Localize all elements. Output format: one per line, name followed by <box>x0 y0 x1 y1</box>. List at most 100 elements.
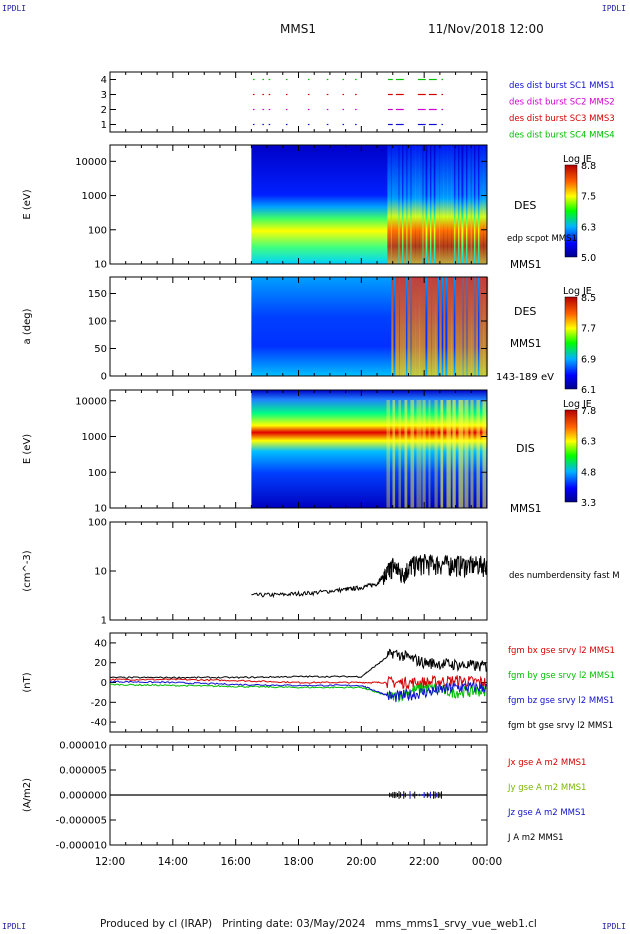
heatmap-streak-des-energy <box>263 145 268 264</box>
heatmap-streak-des-pitch <box>359 277 362 376</box>
heatmap-streak-des-pitch <box>455 277 460 376</box>
heatmap-streak-des-energy <box>359 145 362 264</box>
y-tick-label-fgm: -40 <box>91 718 107 729</box>
heatmap-streak-des-pitch <box>435 277 438 376</box>
heatmap-streak-dis-energy <box>428 400 431 508</box>
heatmap-streak-des-energy <box>403 145 407 264</box>
heatmap-streak-des-pitch <box>371 277 374 376</box>
colorbar-tick-dis-energy: 7.8 <box>581 406 596 417</box>
heatmap-streak-dis-energy <box>446 400 451 508</box>
heatmap-streak-des-pitch <box>451 277 454 376</box>
heatmap-streak-des-energy <box>307 145 313 264</box>
heatmap-streak-des-energy <box>483 145 487 264</box>
heatmap-streak-des-pitch <box>283 277 288 376</box>
colorbar-tick-des-pitch: 7.7 <box>581 324 596 335</box>
heatmap-streak-des-pitch <box>375 277 378 376</box>
heatmap-streak-des-pitch <box>255 277 261 376</box>
heatmap-streak-des-pitch <box>399 277 404 376</box>
panel-label-scpot: edp scpot MMS1 <box>507 234 577 244</box>
heatmap-streak-des-pitch <box>419 277 424 376</box>
heatmap-streak-des-pitch <box>439 277 442 376</box>
y-tick-label-des-pitch: 50 <box>94 344 107 355</box>
panel-label-energy-range: 143-189 eV <box>496 372 554 383</box>
heatmap-streak-des-energy <box>363 145 367 264</box>
y-tick-label-dis-energy: 10 <box>94 504 107 515</box>
y-tick-label-des-pitch: 100 <box>88 317 107 328</box>
x-tick-label: 00:00 <box>472 856 502 868</box>
x-tick-label: 14:00 <box>158 856 188 868</box>
heatmap-streak-des-pitch <box>467 277 472 376</box>
heatmap-streak-des-energy <box>303 145 308 264</box>
legend-entry-fgm: fgm by gse srvy l2 MMS1 <box>508 671 615 681</box>
heatmap-streak-dis-energy <box>482 400 487 508</box>
heatmap-streak-des-energy <box>455 145 459 264</box>
y-tick-label-des-energy: 100 <box>88 225 107 236</box>
heatmap-streak-des-pitch <box>311 277 315 376</box>
x-tick-label: 22:00 <box>409 856 439 868</box>
heatmap-streak-des-energy <box>463 145 467 264</box>
heatmap-streak-dis-energy <box>434 400 438 508</box>
heatmap-streak-des-pitch <box>355 277 358 376</box>
colorbar-des-pitch <box>564 296 578 390</box>
y-tick-label-fgm: 20 <box>94 658 107 669</box>
heatmap-streak-des-energy <box>255 145 259 264</box>
panel-frame-burst <box>109 71 488 133</box>
heatmap-streak-des-energy <box>251 145 257 264</box>
heatmap-streak-des-energy <box>443 145 449 264</box>
colorbar-tick-dis-energy: 3.3 <box>581 498 596 509</box>
y-tick-label-density: 1 <box>101 616 107 627</box>
heatmap-streak-des-pitch <box>423 277 426 376</box>
colorbar-title-dis-energy: Log JE <box>563 399 592 410</box>
heatmap-streak-dis-energy <box>422 400 426 508</box>
heatmap-streak-des-pitch <box>463 277 467 376</box>
panel-label-dis: DIS <box>516 442 535 455</box>
heatmap-streak-des-pitch <box>447 277 453 376</box>
y-tick-label-des-pitch: 0 <box>101 372 107 383</box>
legend-entry-current: Jy gse A m2 MMS1 <box>507 783 586 793</box>
heatmap-streak-des-pitch <box>395 277 400 376</box>
heatmap-streak-des-energy <box>471 145 475 264</box>
heatmap-streak-des-energy <box>459 145 462 264</box>
y-tick-label-des-energy: 1000 <box>82 191 107 202</box>
fgm-series-line <box>109 648 487 679</box>
heatmap-streak-des-energy <box>279 145 284 264</box>
heatmap-streak-des-pitch <box>379 277 383 376</box>
heatmap-streak-des-pitch <box>411 277 416 376</box>
fgm-series-line <box>109 683 487 703</box>
heatmap-streak-des-pitch <box>303 277 308 376</box>
heatmap-streak-des-energy <box>395 145 399 264</box>
y-tick-label-current: -0.000010 <box>56 841 107 852</box>
legend-entry-burst: des dist burst SC1 MMS1 <box>509 81 615 91</box>
y-axis-label-density: (cm^-3) <box>22 550 33 591</box>
heatmap-streak-des-energy <box>327 145 332 264</box>
heatmap-streak-des-energy <box>375 145 379 264</box>
heatmap-streak-des-pitch <box>335 277 339 376</box>
heatmap-streak-des-energy <box>479 145 485 264</box>
y-tick-label-burst: 4 <box>101 75 107 86</box>
heatmap-streak-des-pitch <box>279 277 284 376</box>
heatmap-streak-des-energy <box>423 145 426 264</box>
legend-entry-density: des numberdensity fast M <box>509 571 620 581</box>
colorbar-tick-dis-energy: 6.3 <box>581 437 596 448</box>
legend-entry-fgm: fgm bz gse srvy l2 MMS1 <box>508 696 614 706</box>
panel-label-mms1: MMS1 <box>510 259 541 271</box>
heatmap-streak-des-energy <box>391 145 396 264</box>
y-tick-label-density: 10 <box>94 567 107 578</box>
colorbar-tick-des-energy: 6.3 <box>581 222 596 233</box>
heatmap-streak-des-pitch <box>299 277 302 376</box>
heatmap-streak-des-energy <box>347 145 350 264</box>
heatmap-streak-dis-energy <box>464 400 469 508</box>
heatmap-streak-des-energy <box>351 145 355 264</box>
heatmap-streak-des-pitch <box>267 277 272 376</box>
y-axis-label-des-pitch: a (deg) <box>22 308 33 344</box>
colorbar-des-energy <box>564 164 578 258</box>
heatmap-streak-des-energy <box>311 145 315 264</box>
heatmap-streak-des-pitch <box>367 277 373 376</box>
heatmap-streak-dis-energy <box>404 400 408 508</box>
y-tick-label-dis-energy: 1000 <box>82 432 107 443</box>
heatmap-streak-des-pitch <box>275 277 280 376</box>
heatmap-streak-des-pitch <box>407 277 411 376</box>
heatmap-streak-des-pitch <box>403 277 407 376</box>
heatmap-streak-dis-energy <box>386 400 390 508</box>
heatmap-streak-des-energy <box>439 145 445 264</box>
